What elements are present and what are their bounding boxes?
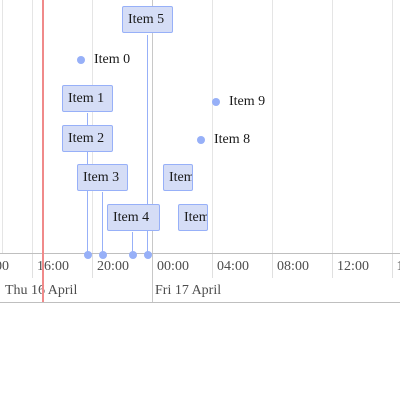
axis-minor-label: 08:00 (277, 259, 309, 274)
timeline-item[interactable]: Item 5 (122, 6, 173, 33)
point-item-label[interactable]: Item 9 (229, 94, 266, 109)
item-anchor-dot (129, 251, 137, 259)
timeline-item[interactable]: Item 7 (178, 204, 208, 231)
grid-line (2, 0, 3, 254)
axis-minor-label: 00:00 (157, 259, 189, 274)
point-item-dot[interactable] (197, 136, 205, 144)
axis-minor-label: 20:00 (97, 259, 129, 274)
axis-major-label: Fri 17 April (155, 283, 222, 298)
timeline-item[interactable]: Item 6 (163, 164, 193, 191)
item-connector (147, 35, 148, 255)
timeline-item[interactable]: Item 3 (77, 164, 128, 191)
item-anchor-dot (99, 251, 107, 259)
grid-line (272, 0, 273, 254)
axis-major-tick (152, 254, 153, 302)
current-time-marker (42, 0, 44, 302)
axis-minor-label: 16:00 (37, 259, 69, 274)
item-connector (102, 192, 103, 255)
timeline-item[interactable]: Item 4 (107, 204, 160, 231)
axis-tick (392, 254, 393, 278)
grid-line (392, 0, 393, 254)
axis-minor-label: 12:00 (337, 259, 369, 274)
axis-minor-label: 00 (0, 259, 9, 274)
point-item-dot[interactable] (212, 98, 220, 106)
item-anchor-dot (84, 251, 92, 259)
point-item-label[interactable]: Item 0 (94, 52, 131, 67)
day-divider (152, 0, 153, 254)
axis-tick (32, 254, 33, 278)
item-anchor-dot (144, 251, 152, 259)
grid-line (212, 0, 213, 254)
axis-tick (92, 254, 93, 278)
timeline[interactable]: Item 5 Item 1 Item 2 Item 3 Item 6 Item … (0, 0, 400, 303)
axis-minor-label: 1 (397, 259, 400, 275)
point-item-label[interactable]: Item 8 (214, 132, 251, 147)
axis-tick (272, 254, 273, 278)
point-item-dot[interactable] (77, 56, 85, 64)
axis-minor-label: 04:00 (217, 259, 249, 274)
item-connector (132, 232, 133, 255)
axis-tick (212, 254, 213, 278)
time-axis: 00 16:00 20:00 00:00 04:00 08:00 12:00 1… (0, 253, 400, 302)
axis-major-label: Thu 16 April (5, 283, 78, 298)
axis-tick (332, 254, 333, 278)
timeline-item[interactable]: Item 1 (62, 85, 113, 112)
grid-line (32, 0, 33, 254)
grid-line (332, 0, 333, 254)
timeline-item[interactable]: Item 2 (62, 125, 113, 152)
